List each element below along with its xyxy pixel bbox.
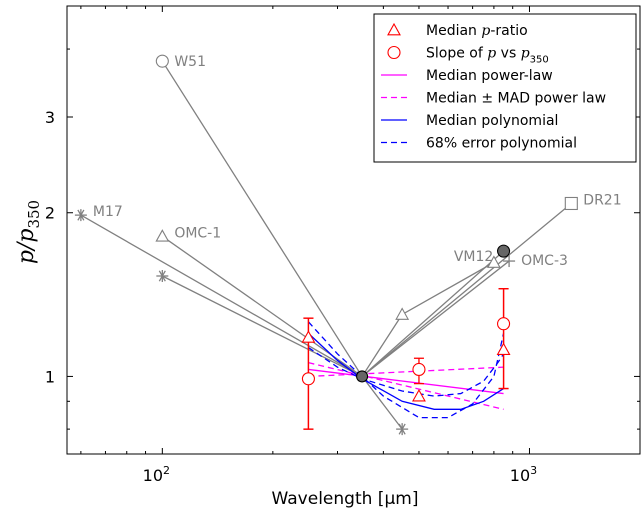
marker-circle: [497, 317, 511, 331]
marker-triangle: [412, 388, 426, 402]
marker-triangle: [387, 22, 401, 36]
source-line: [161, 60, 363, 377]
fit-lines: [307, 321, 505, 419]
source-label: OMC-1: [174, 225, 221, 241]
y-tick-label: 2: [45, 204, 55, 223]
legend-label: Median power-law: [426, 68, 553, 84]
marker-filled-circle: [497, 244, 511, 258]
error-bars: [303, 288, 509, 430]
legend-label: Median p-ratio: [426, 23, 528, 39]
x-axis-label-text: Wavelength [: [272, 489, 385, 509]
axis-ticks: 102 103 1 2 3: [45, 6, 641, 485]
marker-circle: [412, 362, 426, 376]
y-tick-label: 1: [45, 367, 55, 386]
marker-triangle: [496, 342, 511, 356]
marker-triangle: [301, 330, 316, 343]
mad-power-law-line: [308, 362, 504, 410]
marker-square: [564, 196, 578, 211]
y-axis-label: p/p350: [14, 200, 43, 264]
y-axis-label-p: p: [14, 250, 39, 264]
x-tick-label: 102: [143, 464, 170, 485]
source-label: M17: [93, 204, 123, 220]
marker-triangle: [395, 307, 410, 320]
marker-circle: [301, 372, 315, 386]
source-label: OMC-3: [521, 253, 568, 269]
source-label: W51: [174, 54, 206, 70]
legend-label: 68% error polynomial: [426, 136, 577, 152]
marker-asterisk: [396, 423, 409, 436]
mad-power-law-line: [308, 366, 504, 378]
marker-plus: [503, 255, 516, 268]
source-line: [80, 214, 403, 430]
legend: Median p-ratio Slope of p vs p350 Median p…: [373, 13, 637, 163]
source-lines: [80, 60, 572, 430]
source-line: [162, 275, 363, 378]
y-axis-label-over: /p: [14, 229, 39, 253]
error-polynomial-line: [307, 321, 505, 419]
markers: [74, 54, 578, 436]
median-power-law-line: [308, 368, 504, 395]
source-line: [361, 250, 504, 377]
median-polynomial-line: [307, 332, 504, 410]
error-polynomial-line: [308, 347, 505, 397]
y-axis-label-sub: 350: [25, 200, 43, 229]
legend-box: [373, 13, 637, 163]
legend-label: Slope of p vs p350: [426, 46, 549, 66]
marker-asterisk: [156, 269, 169, 282]
marker-triangle: [155, 229, 170, 242]
x-axis-label-unit: μm]: [384, 489, 418, 509]
marker-circle: [387, 45, 401, 60]
marker-triangle: [486, 255, 501, 268]
source-labels: W51 M17 OMC-1 DR21 VM12 OMC-3: [93, 54, 622, 269]
source-line: [361, 202, 572, 377]
legend-label: Median ± MAD power law: [426, 91, 606, 107]
x-tick-label: 103: [510, 464, 537, 485]
plot-frame: [66, 5, 641, 455]
y-tick-label: 3: [45, 108, 55, 127]
source-label: DR21: [583, 192, 621, 208]
marker-circle: [155, 54, 169, 68]
marker-reference-point: [356, 370, 369, 383]
x-axis-label: Wavelength [μm]: [272, 489, 419, 509]
source-line: [361, 260, 510, 377]
legend-label: Median polynomial: [426, 113, 558, 129]
marker-asterisk: [74, 209, 87, 222]
source-label: VM12: [454, 249, 493, 265]
